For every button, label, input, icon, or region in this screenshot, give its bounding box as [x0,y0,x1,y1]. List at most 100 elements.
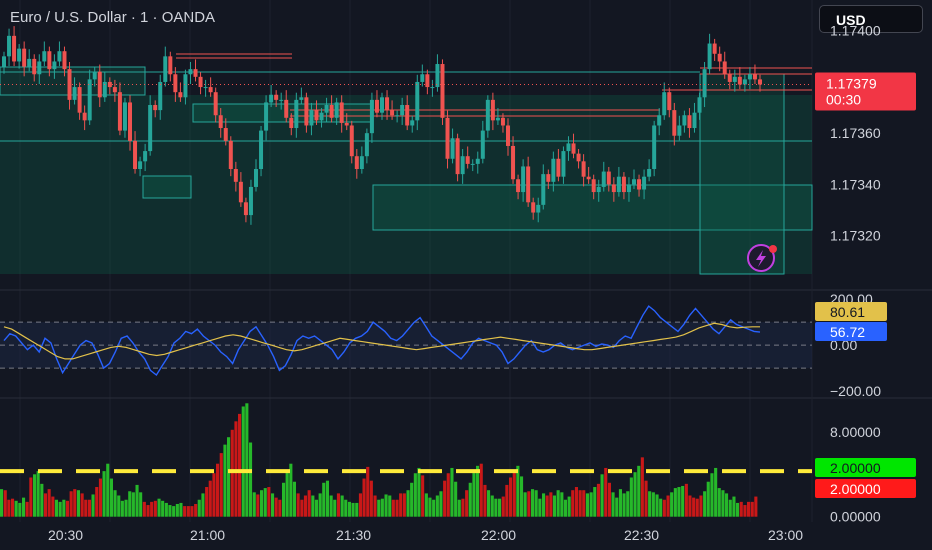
volume-bar [600,474,604,517]
volume-bar [384,494,388,517]
candle [158,81,163,111]
candle [183,74,188,98]
candle [198,76,203,88]
volume-bar [91,494,95,517]
volume-bar [567,496,571,517]
volume-bar [355,502,359,517]
candle [173,74,178,93]
volume-bar [571,490,575,517]
volume-bar [534,490,538,517]
candle [122,102,127,131]
candle [193,69,198,77]
volume-up-bg [815,458,916,477]
volume-bar [373,495,377,517]
candle [445,117,450,159]
candle [616,176,621,193]
candle [541,174,546,205]
volume-bar [252,492,256,517]
volume-tick-label: 0.00000 [830,509,881,525]
candle [752,74,757,80]
candle [390,110,395,116]
candle [57,51,62,62]
volume-bar [98,478,102,517]
candle [42,51,47,62]
volume-bar [531,489,535,517]
volume-bar [516,465,520,517]
volume-bar [618,489,622,517]
candle [218,115,223,129]
candle [657,115,662,126]
volume-bar [549,492,553,517]
volume-bar [230,429,234,517]
candle [556,158,561,177]
signal-value-label: 80.61 [830,304,865,320]
volume-bar [457,499,461,517]
candle [82,112,87,121]
time-tick-label: 21:30 [336,527,371,543]
volume-bar [633,472,637,517]
volume-bar [300,499,304,517]
volume-bar [505,484,509,517]
candle [687,115,692,129]
volume-bar [593,487,597,517]
candle [334,102,339,118]
candle [254,169,258,187]
volume-bar [311,495,315,517]
candle [692,112,697,129]
volume-bar [552,495,556,517]
candle [67,69,72,100]
volume-bar [285,471,289,517]
volume-bar [717,488,721,517]
candle [621,176,626,193]
candle [485,99,490,131]
currency-button[interactable]: USD [819,5,923,33]
volume-bar [153,500,157,517]
candle [626,184,631,193]
candle [374,99,379,113]
candle [642,176,647,190]
volume-bar [161,500,165,517]
volume-bar [29,477,33,517]
volume-bar [725,493,729,517]
candle [77,87,82,113]
candle [52,61,57,70]
volume-bar [615,497,619,517]
volume-bar [146,505,150,517]
volume-bar [388,495,392,517]
volume-bar [234,421,238,517]
candle [430,87,435,89]
zone-box [0,66,146,96]
volume-bar [40,483,44,517]
volume-bar [322,482,326,517]
price-tick-label: 1.17360 [830,125,881,141]
zone-box [699,73,785,275]
volume-bar [607,482,611,517]
candle [319,112,324,121]
volume-bar [542,493,546,517]
volume-bar [333,499,337,517]
candle [667,92,672,111]
volume-bar [36,471,40,517]
candle [647,169,652,177]
volume-bar [113,490,117,517]
candle [495,117,500,121]
candle [672,110,677,136]
volume-bar [512,470,516,517]
candle [47,51,52,70]
volume-bar [476,465,480,517]
candle [732,76,737,82]
volume-bar [413,473,417,517]
candle [324,104,329,113]
volume-bar [490,495,494,517]
time-tick-label: 21:00 [190,527,225,543]
volume-bar [527,491,531,517]
cci-line [3,305,761,377]
candle [72,87,77,100]
candle [385,97,390,111]
volume-bar [651,492,655,517]
candle [395,115,400,117]
candle [354,156,359,170]
candle [314,110,319,121]
candle [460,156,465,175]
